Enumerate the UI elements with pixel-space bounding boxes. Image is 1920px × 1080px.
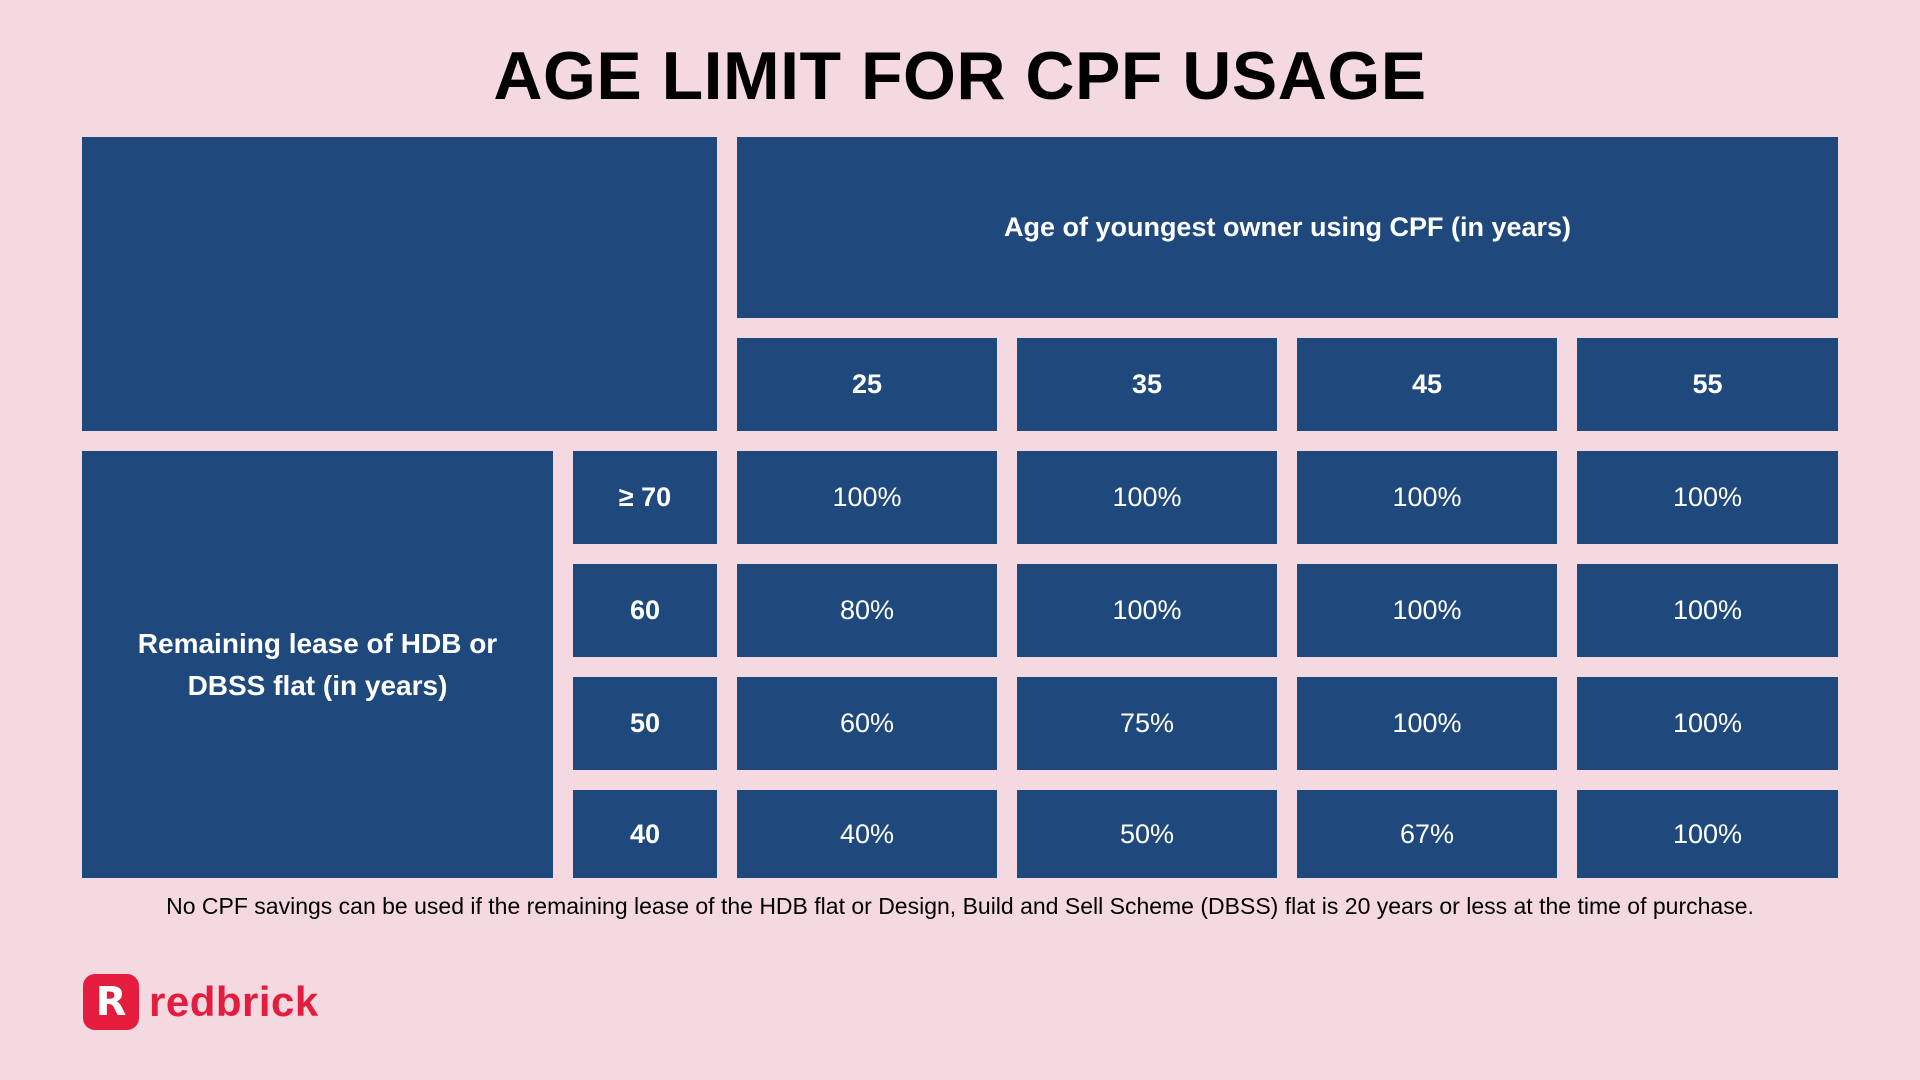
row-header: 60: [573, 564, 717, 657]
table-cell: 50%: [1017, 790, 1277, 878]
column-header: 55: [1577, 338, 1838, 431]
row-header: ≥ 70: [573, 451, 717, 544]
table-cell: 67%: [1297, 790, 1557, 878]
table-cell: 80%: [737, 564, 997, 657]
table-cell: 100%: [1577, 677, 1838, 770]
brand-logo: R redbrick: [83, 974, 319, 1030]
column-header: 35: [1017, 338, 1277, 431]
table-cell: 100%: [1577, 451, 1838, 544]
row-header: 40: [573, 790, 717, 878]
brand-name: redbrick: [149, 978, 319, 1025]
table-cell: 40%: [737, 790, 997, 878]
row-header: 50: [573, 677, 717, 770]
table-cell: 100%: [1297, 677, 1557, 770]
corner-block: [82, 137, 717, 431]
table-cell: 100%: [1577, 790, 1838, 878]
table-cell: 100%: [1017, 564, 1277, 657]
footnote: No CPF savings can be used if the remain…: [166, 893, 1754, 919]
table-cell: 100%: [1297, 564, 1557, 657]
table-cell: 100%: [1017, 451, 1277, 544]
page-title: AGE LIMIT FOR CPF USAGE: [493, 38, 1427, 114]
column-group-header: Age of youngest owner using CPF (in year…: [737, 137, 1838, 318]
row-group-header: Remaining lease of HDB or DBSS flat (in …: [82, 451, 553, 878]
table-cell: 100%: [1577, 564, 1838, 657]
table-cell: 75%: [1017, 677, 1277, 770]
column-header: 25: [737, 338, 997, 431]
table-cell: 100%: [1297, 451, 1557, 544]
redbrick-logo-icon: R: [83, 974, 139, 1030]
table-cell: 100%: [737, 451, 997, 544]
table-cell: 60%: [737, 677, 997, 770]
column-header: 45: [1297, 338, 1557, 431]
